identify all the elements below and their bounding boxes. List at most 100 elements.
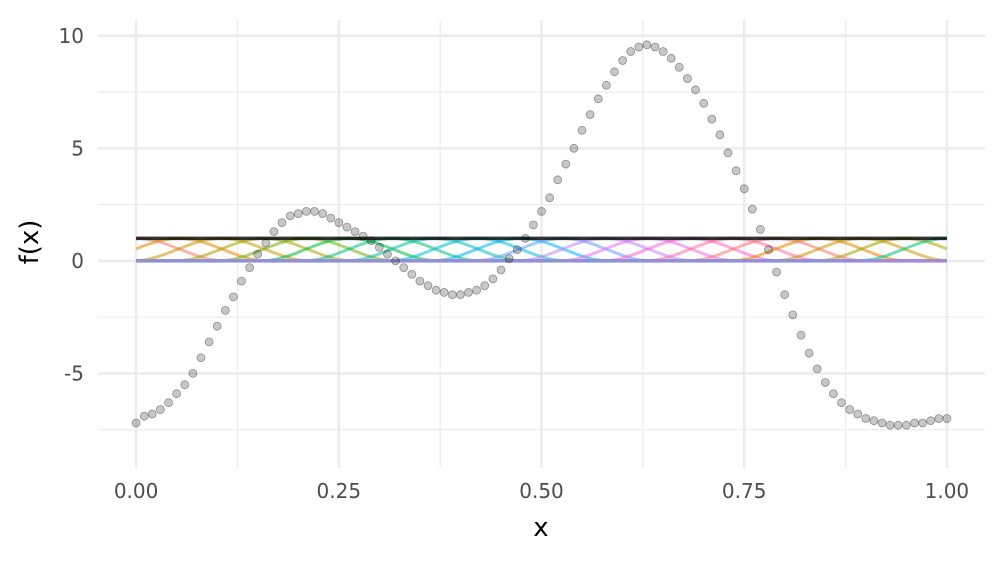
data-point — [415, 276, 425, 286]
data-point — [561, 159, 571, 169]
data-point — [164, 398, 173, 408]
data-point — [869, 416, 879, 426]
data-point — [804, 348, 814, 358]
data-point — [537, 206, 546, 216]
data-point — [820, 378, 830, 387]
data-point — [642, 40, 652, 50]
x-tick-label: 0.00 — [114, 479, 159, 503]
data-point — [650, 42, 660, 52]
data-point — [691, 85, 700, 95]
data-point — [861, 414, 871, 423]
basis-function-lines — [135, 236, 948, 263]
data-point — [658, 47, 668, 56]
x-tick-label: 0.75 — [722, 479, 767, 503]
data-point — [707, 114, 717, 124]
data-point — [910, 418, 919, 428]
data-point — [155, 405, 165, 414]
data-point — [504, 254, 514, 264]
data-point — [447, 290, 457, 300]
data-point — [715, 130, 725, 140]
data-point — [529, 220, 538, 230]
data-point — [488, 274, 498, 284]
data-point — [253, 249, 263, 259]
data-point — [780, 290, 790, 300]
y-tick-labels: -5 0 5 10 — [59, 24, 84, 386]
data-point — [918, 418, 927, 428]
data-point — [301, 206, 311, 216]
data-point — [407, 269, 417, 279]
data-point — [237, 276, 246, 286]
data-point — [358, 231, 368, 241]
data-point — [212, 321, 222, 331]
data-point — [455, 290, 465, 300]
x-tick-label: 1.00 — [925, 479, 970, 503]
data-point — [772, 267, 781, 277]
data-point — [496, 265, 506, 275]
data-point — [318, 209, 328, 219]
data-point — [285, 211, 295, 221]
data-point — [277, 218, 287, 228]
data-point — [342, 222, 352, 232]
data-point — [853, 409, 863, 419]
data-point — [334, 218, 344, 228]
data-point — [942, 414, 952, 423]
data-point — [723, 148, 733, 158]
data-point — [812, 364, 822, 374]
data-point — [472, 285, 482, 295]
data-point — [731, 166, 741, 176]
data-point — [383, 249, 392, 259]
data-point — [204, 337, 214, 347]
data-point — [666, 53, 676, 63]
data-point — [545, 193, 554, 203]
y-tick-label: 5 — [71, 136, 84, 160]
data-point — [634, 42, 644, 52]
data-point — [593, 94, 603, 104]
data-point — [480, 281, 490, 291]
grid-lines — [98, 20, 985, 468]
data-point — [674, 62, 684, 72]
data-points — [131, 40, 952, 430]
y-axis-title: f(x) — [15, 220, 45, 265]
data-point — [837, 398, 846, 408]
data-point — [188, 368, 198, 378]
data-point — [147, 409, 157, 419]
data-point — [196, 353, 206, 363]
data-point — [399, 263, 409, 273]
x-tick-label: 0.50 — [519, 479, 564, 503]
data-point — [845, 405, 854, 414]
data-point — [366, 236, 376, 246]
data-point — [139, 411, 149, 421]
data-point — [180, 380, 190, 390]
data-point — [902, 420, 911, 430]
data-point — [423, 281, 433, 291]
data-point — [926, 416, 936, 426]
data-point — [520, 233, 530, 243]
data-point — [293, 209, 303, 219]
data-point — [756, 224, 765, 234]
y-tick-label: 0 — [71, 249, 84, 273]
data-point — [269, 227, 279, 237]
data-point — [829, 389, 838, 399]
data-point — [602, 80, 611, 90]
data-point — [877, 418, 887, 428]
data-point — [683, 74, 692, 83]
data-point — [310, 206, 319, 216]
data-point — [439, 287, 449, 297]
data-point — [739, 184, 749, 194]
data-point — [796, 330, 806, 340]
x-tick-labels: 0.00 0.25 0.50 0.75 1.00 — [114, 479, 969, 503]
data-point — [172, 389, 182, 399]
data-point — [577, 125, 587, 135]
data-point — [553, 175, 563, 185]
data-point — [245, 263, 255, 273]
data-point — [610, 67, 619, 77]
data-point — [618, 56, 627, 65]
y-tick-label: -5 — [64, 361, 84, 385]
data-point — [885, 420, 895, 430]
data-point — [585, 110, 595, 119]
data-point — [374, 242, 384, 252]
data-point — [788, 310, 798, 320]
data-point — [228, 292, 238, 302]
data-point — [893, 420, 903, 430]
data-point — [431, 285, 441, 295]
